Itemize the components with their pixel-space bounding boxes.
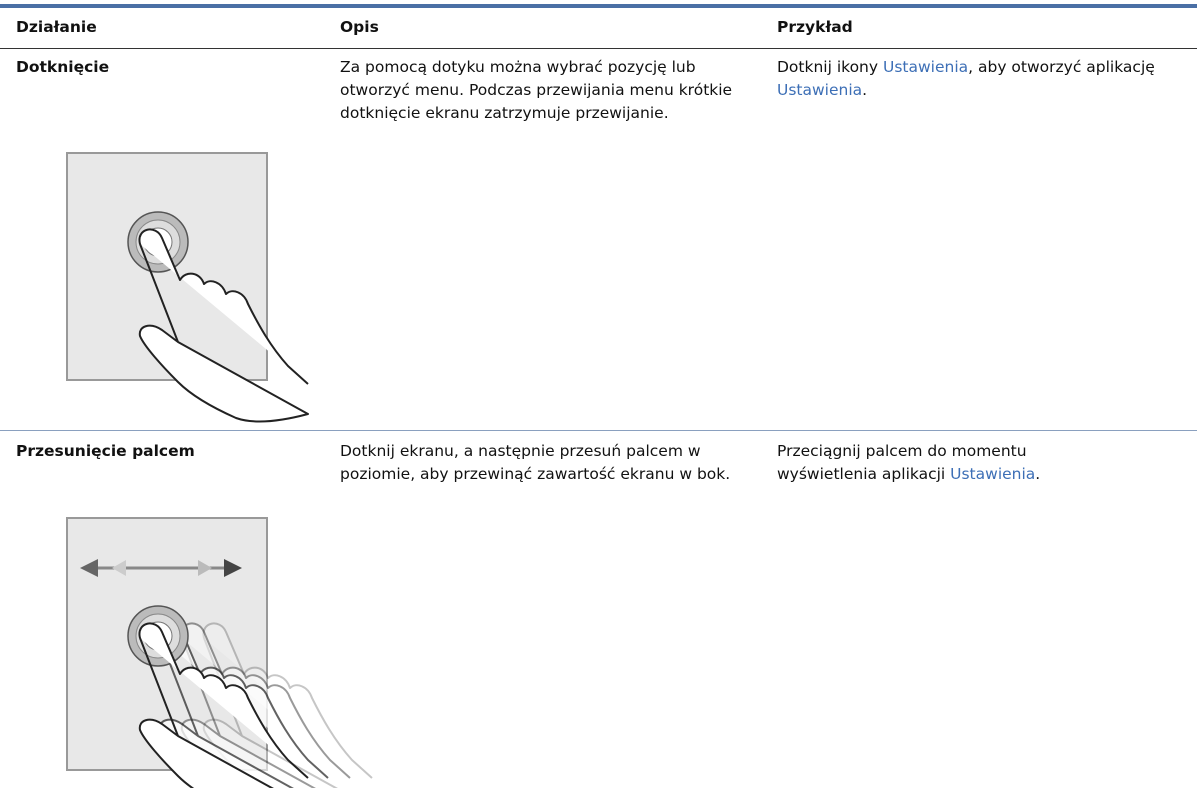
top-rule	[0, 4, 1197, 8]
action: Przesunięcie palcem	[16, 442, 195, 460]
text: .	[1035, 465, 1041, 483]
action: Dotknięcie	[16, 58, 110, 76]
text: , aby otworzyć aplikację	[968, 58, 1155, 76]
header-rule	[0, 48, 1197, 49]
text: Przeciągnij palcem do momentu wyświetlen…	[777, 442, 1027, 483]
header-cell: Przykład	[777, 18, 853, 36]
row-rule	[0, 430, 1197, 431]
header-cell: Opis	[340, 18, 379, 36]
swipe-illustration	[66, 517, 373, 788]
text: .	[862, 81, 868, 99]
tap-illustration	[66, 152, 309, 423]
text: Dotknij ikony	[777, 58, 883, 76]
example: Dotknij ikony Ustawienia, aby otworzyć a…	[777, 56, 1167, 102]
link[interactable]: Ustawienia	[882, 58, 969, 76]
description: Za pomocą dotyku można wybrać pozycję lu…	[340, 58, 733, 122]
link[interactable]: Ustawienia	[777, 81, 863, 99]
link[interactable]: Ustawienia	[950, 465, 1036, 483]
example: Przeciągnij palcem do momentu wyświetlen…	[777, 440, 1107, 486]
header-cell: Działanie	[16, 18, 97, 36]
description: Dotknij ekranu, a następnie przesuń palc…	[340, 442, 731, 483]
